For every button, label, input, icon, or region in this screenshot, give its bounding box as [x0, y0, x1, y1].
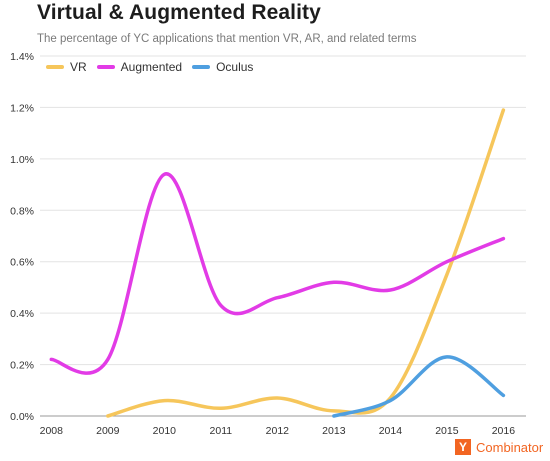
- legend-label-augmented: Augmented: [120, 60, 183, 74]
- y-tick-label: 1.2%: [10, 102, 34, 114]
- legend-label-vr: VR: [70, 60, 87, 74]
- y-tick-label: 1.0%: [10, 154, 34, 166]
- y-tick-label: 0.2%: [10, 360, 34, 372]
- legend-swatch-augmented: [96, 65, 115, 69]
- series-line-oculus: [332, 355, 506, 418]
- x-tick-label: 2016: [492, 425, 516, 437]
- legend-item-oculus: Oculus: [192, 60, 253, 74]
- y-axis-ticks: 0.0% 0.2% 0.4% 0.6% 0.8% 1.0% 1.2% 1.4%: [10, 51, 34, 423]
- yc-brand: Y Combinator: [455, 439, 543, 455]
- x-tick-label: 2011: [210, 425, 233, 437]
- x-tick-label: 2009: [96, 425, 120, 437]
- x-tick-label: 2013: [322, 425, 346, 437]
- legend-swatch-vr: [46, 65, 64, 69]
- legend-item-augmented: Augmented: [96, 60, 183, 74]
- legend-label-oculus: Oculus: [216, 60, 254, 74]
- y-tick-label: 0.6%: [10, 257, 34, 269]
- y-tick-label: 1.4%: [10, 51, 34, 63]
- grid: [40, 55, 526, 417]
- x-tick-label: 2010: [153, 425, 177, 437]
- yc-logo-icon: Y: [455, 439, 471, 455]
- brand-name: Combinator: [476, 439, 544, 455]
- legend-item-vr: VR: [46, 60, 87, 74]
- x-tick-label: 2012: [266, 425, 290, 437]
- x-axis-ticks: 2008 2009 2010 2011 2012 2013 2014 2015 2016: [40, 425, 516, 437]
- legend-swatch-oculus: [192, 65, 211, 69]
- y-tick-label: 0.0%: [10, 411, 34, 423]
- x-tick-label: 2008: [40, 425, 64, 437]
- x-tick-label: 2014: [379, 425, 403, 437]
- chart-subtitle: The percentage of YC applications that m…: [37, 33, 417, 45]
- y-tick-label: 0.4%: [10, 308, 34, 320]
- legend: VR Augmented Oculus: [46, 60, 263, 74]
- chart-title: Virtual & Augmented Reality: [37, 1, 321, 24]
- x-tick-label: 2015: [435, 425, 459, 437]
- series-line-augmented: [49, 172, 506, 375]
- series-lines: [49, 108, 506, 418]
- y-tick-label: 0.8%: [10, 205, 34, 217]
